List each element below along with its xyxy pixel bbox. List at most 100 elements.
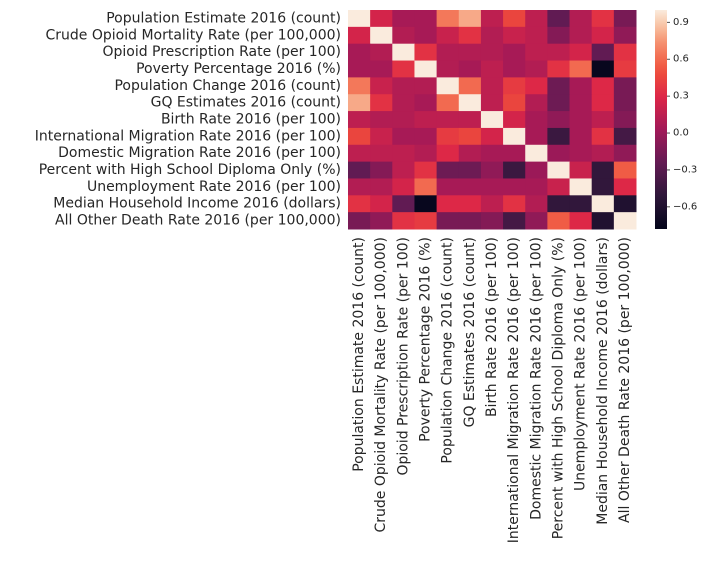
heatmap-cell [613, 26, 637, 45]
heatmap-cell [458, 178, 482, 196]
heatmap-cell [591, 178, 615, 196]
heatmap-cell [613, 212, 637, 230]
row-label: Percent with High School Diploma Only (%… [39, 162, 341, 178]
heatmap-cell [525, 178, 548, 196]
heatmap-cell [370, 195, 393, 213]
heatmap-cell [370, 26, 393, 45]
heatmap-cell [370, 43, 393, 62]
heatmap-cell [569, 77, 593, 95]
heatmap-cell [547, 212, 571, 230]
heatmap-cell [569, 43, 593, 62]
heatmap-cell [370, 94, 393, 112]
heatmap-cell [591, 111, 615, 129]
heatmap-cell [613, 195, 637, 213]
heatmap-cell [414, 178, 438, 196]
heatmap-cell [348, 77, 371, 95]
row-label: Domestic Migration Rate 2016 (per 100) [58, 145, 341, 161]
heatmap-cell [547, 161, 571, 179]
heatmap-cell [480, 10, 504, 28]
heatmap-cell [458, 212, 482, 230]
heatmap-cell [547, 10, 571, 28]
column-labels: Population Estimate 2016 (count) Crude Op… [351, 237, 633, 543]
heatmap-cell [591, 144, 615, 163]
heatmap-cell [591, 10, 615, 28]
heatmap-cell [480, 43, 504, 62]
heatmap-cell [503, 127, 526, 146]
heatmap-cell [480, 26, 504, 45]
row-label: Median Household Income 2016 (dollars) [53, 196, 341, 212]
heatmap-cell [414, 60, 438, 78]
heatmap-cell [436, 161, 460, 179]
heatmap-cell [392, 195, 415, 213]
heatmap-cell [348, 195, 371, 213]
column-label: All Other Death Rate 2016 (per 100,000) [617, 237, 633, 523]
heatmap-cell [348, 178, 371, 196]
column-label: Unemployment Rate 2016 (per 100) [573, 237, 589, 491]
heatmap-cell [436, 178, 460, 196]
heatmap-cell [480, 144, 504, 163]
heatmap-cell [414, 77, 438, 95]
heatmap-cell [348, 144, 371, 163]
row-label: Population Change 2016 (count) [114, 78, 341, 94]
heatmap-cell [547, 178, 571, 196]
row-label: All Other Death Rate 2016 (per 100,000) [55, 213, 341, 229]
column-label: International Migration Rate 2016 (per 1… [506, 237, 522, 543]
heatmap-cell [525, 111, 548, 129]
heatmap-cell [547, 77, 571, 95]
heatmap-cell [569, 26, 593, 45]
heatmap-cell [525, 94, 548, 112]
heatmap-cell [591, 195, 615, 213]
heatmap-cell [392, 77, 415, 95]
heatmap-cell [458, 127, 482, 146]
colorbar-tick-label: 0.3 [673, 91, 689, 102]
colorbar-gradient [655, 10, 667, 229]
heatmap-cell [392, 43, 415, 62]
heatmap-cell [458, 161, 482, 179]
heatmap-cell [503, 178, 526, 196]
heatmap-cell [480, 94, 504, 112]
colorbar-tick-label: 0.6 [673, 54, 689, 65]
heatmap-cell [348, 10, 371, 28]
heatmap-cell [613, 94, 637, 112]
heatmap-cell [503, 26, 526, 45]
colorbar-tick-label: 0.0 [673, 128, 689, 139]
heatmap-cell [392, 60, 415, 78]
heatmap-cell [348, 111, 371, 129]
heatmap-cell [613, 60, 637, 78]
heatmap-cell [569, 195, 593, 213]
heatmap-cell [525, 10, 548, 28]
row-label: Population Estimate 2016 (count) [106, 10, 341, 26]
heatmap-cell [436, 144, 460, 163]
column-label: GQ Estimates 2016 (count) [462, 237, 478, 427]
heatmap-cell [591, 26, 615, 45]
heatmap-cell [436, 195, 460, 213]
heatmap-cell [547, 195, 571, 213]
heatmap-cell [503, 94, 526, 112]
heatmap-cell [458, 60, 482, 78]
heatmap-cell [392, 111, 415, 129]
heatmap-cell [436, 77, 460, 95]
heatmap-cell [392, 178, 415, 196]
heatmap-cell [503, 77, 526, 95]
heatmap-cell [392, 26, 415, 45]
heatmap-cell [591, 212, 615, 230]
heatmap-cell [392, 212, 415, 230]
heatmap-cell [503, 195, 526, 213]
heatmap-cell [458, 10, 482, 28]
heatmap-cell [525, 60, 548, 78]
heatmap-cell [547, 43, 571, 62]
heatmap-cell [458, 94, 482, 112]
heatmap-cell [414, 195, 438, 213]
heatmap-cell [436, 26, 460, 45]
heatmap-cell [348, 60, 371, 78]
heatmap-cell [436, 111, 460, 129]
heatmap-cell [414, 127, 438, 146]
heatmap-cell [525, 161, 548, 179]
heatmap-cell [547, 111, 571, 129]
heatmap-cell [348, 26, 371, 45]
heatmap-cell [613, 144, 637, 163]
heatmap-cell [480, 161, 504, 179]
row-labels: Population Estimate 2016 (count)Crude Op… [35, 10, 341, 228]
heatmap-cell [591, 127, 615, 146]
